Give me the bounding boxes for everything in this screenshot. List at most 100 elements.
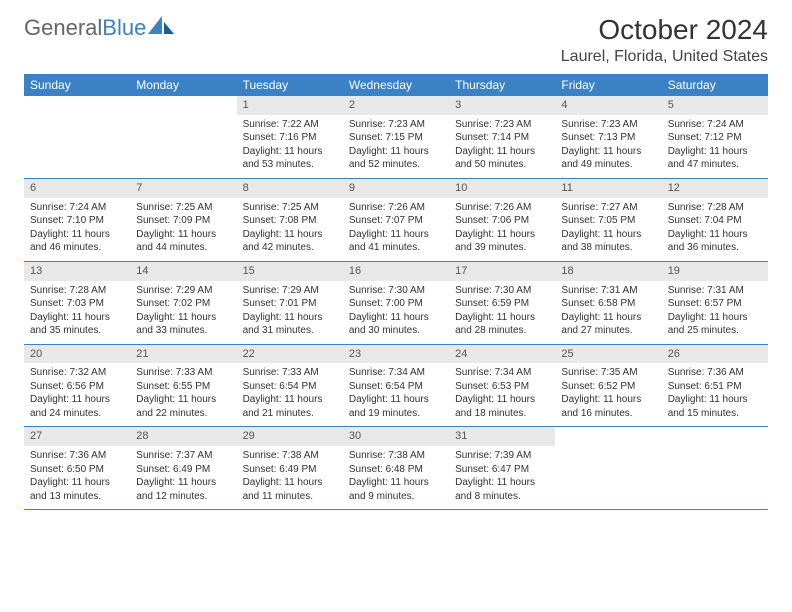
sunset-text: Sunset: 7:10 PM <box>30 214 124 228</box>
sunrise-text: Sunrise: 7:29 AM <box>243 284 337 298</box>
sunset-text: Sunset: 6:48 PM <box>349 463 443 477</box>
sunrise-text: Sunrise: 7:35 AM <box>561 366 655 380</box>
calendar-cell: 5Sunrise: 7:24 AMSunset: 7:12 PMDaylight… <box>662 96 768 178</box>
day-number: 1 <box>237 96 343 115</box>
sunrise-text: Sunrise: 7:23 AM <box>561 118 655 132</box>
day-number: 4 <box>555 96 661 115</box>
daylight-text-2: and 19 minutes. <box>349 407 443 421</box>
calendar-cell: 27Sunrise: 7:36 AMSunset: 6:50 PMDayligh… <box>24 427 130 510</box>
day-number: 31 <box>449 427 555 446</box>
day-number: 16 <box>343 262 449 281</box>
calendar-row: 27Sunrise: 7:36 AMSunset: 6:50 PMDayligh… <box>24 427 768 510</box>
sunrise-text: Sunrise: 7:36 AM <box>30 449 124 463</box>
daylight-text-2: and 22 minutes. <box>136 407 230 421</box>
weekday-header: Monday <box>130 74 236 96</box>
daylight-text: Daylight: 11 hours <box>349 228 443 242</box>
calendar-cell: 22Sunrise: 7:33 AMSunset: 6:54 PMDayligh… <box>237 344 343 427</box>
daylight-text-2: and 30 minutes. <box>349 324 443 338</box>
day-number: 13 <box>24 262 130 281</box>
daylight-text: Daylight: 11 hours <box>243 228 337 242</box>
sunset-text: Sunset: 7:12 PM <box>668 131 762 145</box>
calendar-cell: 16Sunrise: 7:30 AMSunset: 7:00 PMDayligh… <box>343 261 449 344</box>
daylight-text: Daylight: 11 hours <box>455 228 549 242</box>
day-number: 24 <box>449 345 555 364</box>
sunset-text: Sunset: 7:05 PM <box>561 214 655 228</box>
sunrise-text: Sunrise: 7:28 AM <box>668 201 762 215</box>
day-body: Sunrise: 7:25 AMSunset: 7:08 PMDaylight:… <box>237 198 343 261</box>
calendar-cell: 15Sunrise: 7:29 AMSunset: 7:01 PMDayligh… <box>237 261 343 344</box>
calendar-cell: 21Sunrise: 7:33 AMSunset: 6:55 PMDayligh… <box>130 344 236 427</box>
day-body: Sunrise: 7:28 AMSunset: 7:04 PMDaylight:… <box>662 198 768 261</box>
day-body: Sunrise: 7:22 AMSunset: 7:16 PMDaylight:… <box>237 115 343 178</box>
daylight-text: Daylight: 11 hours <box>349 476 443 490</box>
sunset-text: Sunset: 7:09 PM <box>136 214 230 228</box>
daylight-text-2: and 39 minutes. <box>455 241 549 255</box>
weekday-header: Friday <box>555 74 661 96</box>
sunset-text: Sunset: 7:15 PM <box>349 131 443 145</box>
daylight-text: Daylight: 11 hours <box>136 228 230 242</box>
day-body: Sunrise: 7:32 AMSunset: 6:56 PMDaylight:… <box>24 363 130 426</box>
sunrise-text: Sunrise: 7:25 AM <box>136 201 230 215</box>
daylight-text: Daylight: 11 hours <box>455 393 549 407</box>
sunset-text: Sunset: 6:53 PM <box>455 380 549 394</box>
calendar-row: 20Sunrise: 7:32 AMSunset: 6:56 PMDayligh… <box>24 344 768 427</box>
day-body: Sunrise: 7:23 AMSunset: 7:13 PMDaylight:… <box>555 115 661 178</box>
day-number: 17 <box>449 262 555 281</box>
daylight-text: Daylight: 11 hours <box>243 476 337 490</box>
daylight-text-2: and 36 minutes. <box>668 241 762 255</box>
day-body: Sunrise: 7:37 AMSunset: 6:49 PMDaylight:… <box>130 446 236 509</box>
daylight-text-2: and 12 minutes. <box>136 490 230 504</box>
calendar-cell: 24Sunrise: 7:34 AMSunset: 6:53 PMDayligh… <box>449 344 555 427</box>
day-number: 29 <box>237 427 343 446</box>
sunset-text: Sunset: 6:56 PM <box>30 380 124 394</box>
sunset-text: Sunset: 6:49 PM <box>243 463 337 477</box>
calendar-cell: 17Sunrise: 7:30 AMSunset: 6:59 PMDayligh… <box>449 261 555 344</box>
daylight-text: Daylight: 11 hours <box>668 311 762 325</box>
day-body: Sunrise: 7:23 AMSunset: 7:14 PMDaylight:… <box>449 115 555 178</box>
daylight-text-2: and 38 minutes. <box>561 241 655 255</box>
day-body: Sunrise: 7:24 AMSunset: 7:12 PMDaylight:… <box>662 115 768 178</box>
daylight-text: Daylight: 11 hours <box>455 311 549 325</box>
sunrise-text: Sunrise: 7:23 AM <box>349 118 443 132</box>
day-number: 11 <box>555 179 661 198</box>
sunrise-text: Sunrise: 7:39 AM <box>455 449 549 463</box>
day-number: 9 <box>343 179 449 198</box>
sunrise-text: Sunrise: 7:33 AM <box>243 366 337 380</box>
sunset-text: Sunset: 6:58 PM <box>561 297 655 311</box>
sunset-text: Sunset: 7:16 PM <box>243 131 337 145</box>
calendar-cell: 4Sunrise: 7:23 AMSunset: 7:13 PMDaylight… <box>555 96 661 178</box>
day-number: 12 <box>662 179 768 198</box>
calendar-cell: 30Sunrise: 7:38 AMSunset: 6:48 PMDayligh… <box>343 427 449 510</box>
calendar-cell: 23Sunrise: 7:34 AMSunset: 6:54 PMDayligh… <box>343 344 449 427</box>
sunset-text: Sunset: 6:57 PM <box>668 297 762 311</box>
daylight-text: Daylight: 11 hours <box>243 393 337 407</box>
day-number: 3 <box>449 96 555 115</box>
sunrise-text: Sunrise: 7:28 AM <box>30 284 124 298</box>
daylight-text-2: and 31 minutes. <box>243 324 337 338</box>
day-body: Sunrise: 7:33 AMSunset: 6:54 PMDaylight:… <box>237 363 343 426</box>
daylight-text: Daylight: 11 hours <box>668 393 762 407</box>
title-block: October 2024 Laurel, Florida, United Sta… <box>561 14 768 66</box>
daylight-text-2: and 35 minutes. <box>30 324 124 338</box>
daylight-text: Daylight: 11 hours <box>349 145 443 159</box>
brand-part2: Blue <box>102 15 146 40</box>
day-number: 30 <box>343 427 449 446</box>
day-body: Sunrise: 7:30 AMSunset: 7:00 PMDaylight:… <box>343 281 449 344</box>
daylight-text: Daylight: 11 hours <box>349 393 443 407</box>
daylight-text-2: and 33 minutes. <box>136 324 230 338</box>
day-number: 6 <box>24 179 130 198</box>
calendar-cell: 18Sunrise: 7:31 AMSunset: 6:58 PMDayligh… <box>555 261 661 344</box>
sunrise-text: Sunrise: 7:22 AM <box>243 118 337 132</box>
day-number: 10 <box>449 179 555 198</box>
day-body: Sunrise: 7:33 AMSunset: 6:55 PMDaylight:… <box>130 363 236 426</box>
weekday-header: Saturday <box>662 74 768 96</box>
day-body: Sunrise: 7:30 AMSunset: 6:59 PMDaylight:… <box>449 281 555 344</box>
sunrise-text: Sunrise: 7:24 AM <box>30 201 124 215</box>
daylight-text-2: and 25 minutes. <box>668 324 762 338</box>
daylight-text-2: and 44 minutes. <box>136 241 230 255</box>
calendar-table: SundayMondayTuesdayWednesdayThursdayFrid… <box>24 74 768 510</box>
daylight-text-2: and 11 minutes. <box>243 490 337 504</box>
day-number: 18 <box>555 262 661 281</box>
daylight-text-2: and 53 minutes. <box>243 158 337 172</box>
sunset-text: Sunset: 7:00 PM <box>349 297 443 311</box>
